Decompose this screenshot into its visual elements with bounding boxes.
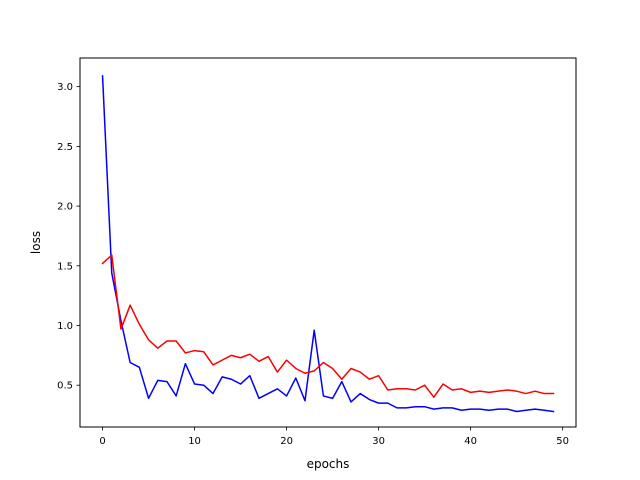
x-ticks: 0 10 20 30 40 50 <box>99 427 569 447</box>
x-tick-label: 50 <box>556 436 569 447</box>
x-tick-label: 40 <box>464 436 477 447</box>
x-tick-label: 30 <box>372 436 385 447</box>
series-line-1 <box>101 75 555 413</box>
x-axis-label: epochs <box>307 457 350 471</box>
y-axis-label: loss <box>29 231 43 254</box>
y-tick-label: 0.5 <box>57 381 73 392</box>
y-ticks: 0.5 1.0 1.5 2.0 2.5 3.0 <box>57 82 80 392</box>
y-tick-label: 1.5 <box>57 261 73 272</box>
series-line-2 <box>101 254 555 398</box>
plot-frame <box>79 57 577 428</box>
y-tick-label: 1.0 <box>57 321 73 332</box>
y-tick-label: 3.0 <box>57 82 73 93</box>
x-tick-label: 10 <box>188 436 201 447</box>
x-tick-label: 20 <box>280 436 293 447</box>
series-layer <box>101 75 555 413</box>
x-tick-label: 0 <box>99 436 105 447</box>
y-tick-label: 2.5 <box>57 142 73 153</box>
y-tick-label: 2.0 <box>57 202 73 213</box>
